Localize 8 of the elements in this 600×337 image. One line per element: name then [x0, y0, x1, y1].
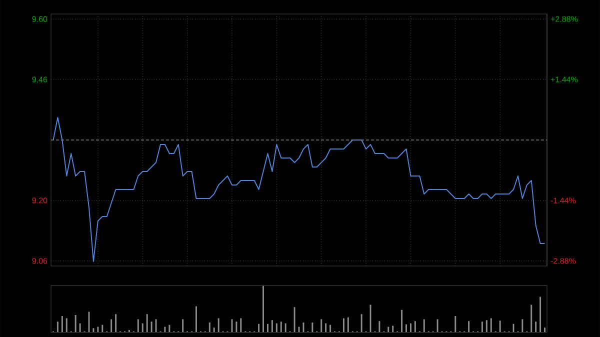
y-tick-label: 9.06 — [32, 258, 48, 264]
y-tick-label: 9.20 — [32, 198, 48, 204]
y2-tick-label: -2.88% — [550, 258, 576, 264]
y-tick-label: 9.60 — [32, 16, 48, 22]
y-tick-label: 9.46 — [32, 76, 48, 82]
y2-tick-label: -1.44% — [550, 198, 576, 204]
y2-tick-label: +1.44% — [550, 76, 578, 82]
y2-tick-label: +2.88% — [550, 16, 578, 22]
